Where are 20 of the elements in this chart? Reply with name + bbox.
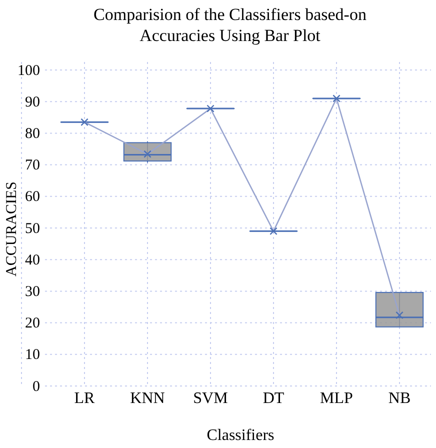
x-tick-label: KNN: [130, 390, 166, 407]
x-tick-label: DT: [262, 390, 284, 407]
y-tick-label: 70: [25, 158, 40, 174]
y-tick-label: 90: [25, 94, 40, 110]
y-tick-label: 50: [25, 220, 40, 237]
x-tick-label: NB: [388, 390, 411, 407]
chart-title: Comparision of the Classifiers based-on Accuracies Using Bar Plot: [94, 5, 367, 45]
x-axis-title: Classifiers: [206, 427, 274, 444]
y-tick-label: 20: [25, 316, 40, 332]
x-tick-label: SVM: [193, 390, 228, 407]
y-tick-label: 0: [32, 378, 40, 395]
y-tick-label: 80: [25, 126, 40, 142]
y-tick-label: 100: [18, 62, 40, 79]
y-tick-label: 40: [25, 252, 40, 268]
x-tick-label: LR: [74, 390, 96, 407]
y-tick-label: 60: [25, 189, 40, 206]
y-tick-label: 10: [25, 347, 40, 364]
x-tick-label: MLP: [320, 390, 354, 407]
y-tick-label: 30: [25, 284, 40, 300]
y-axis-title: ACCURACIES: [4, 181, 20, 277]
